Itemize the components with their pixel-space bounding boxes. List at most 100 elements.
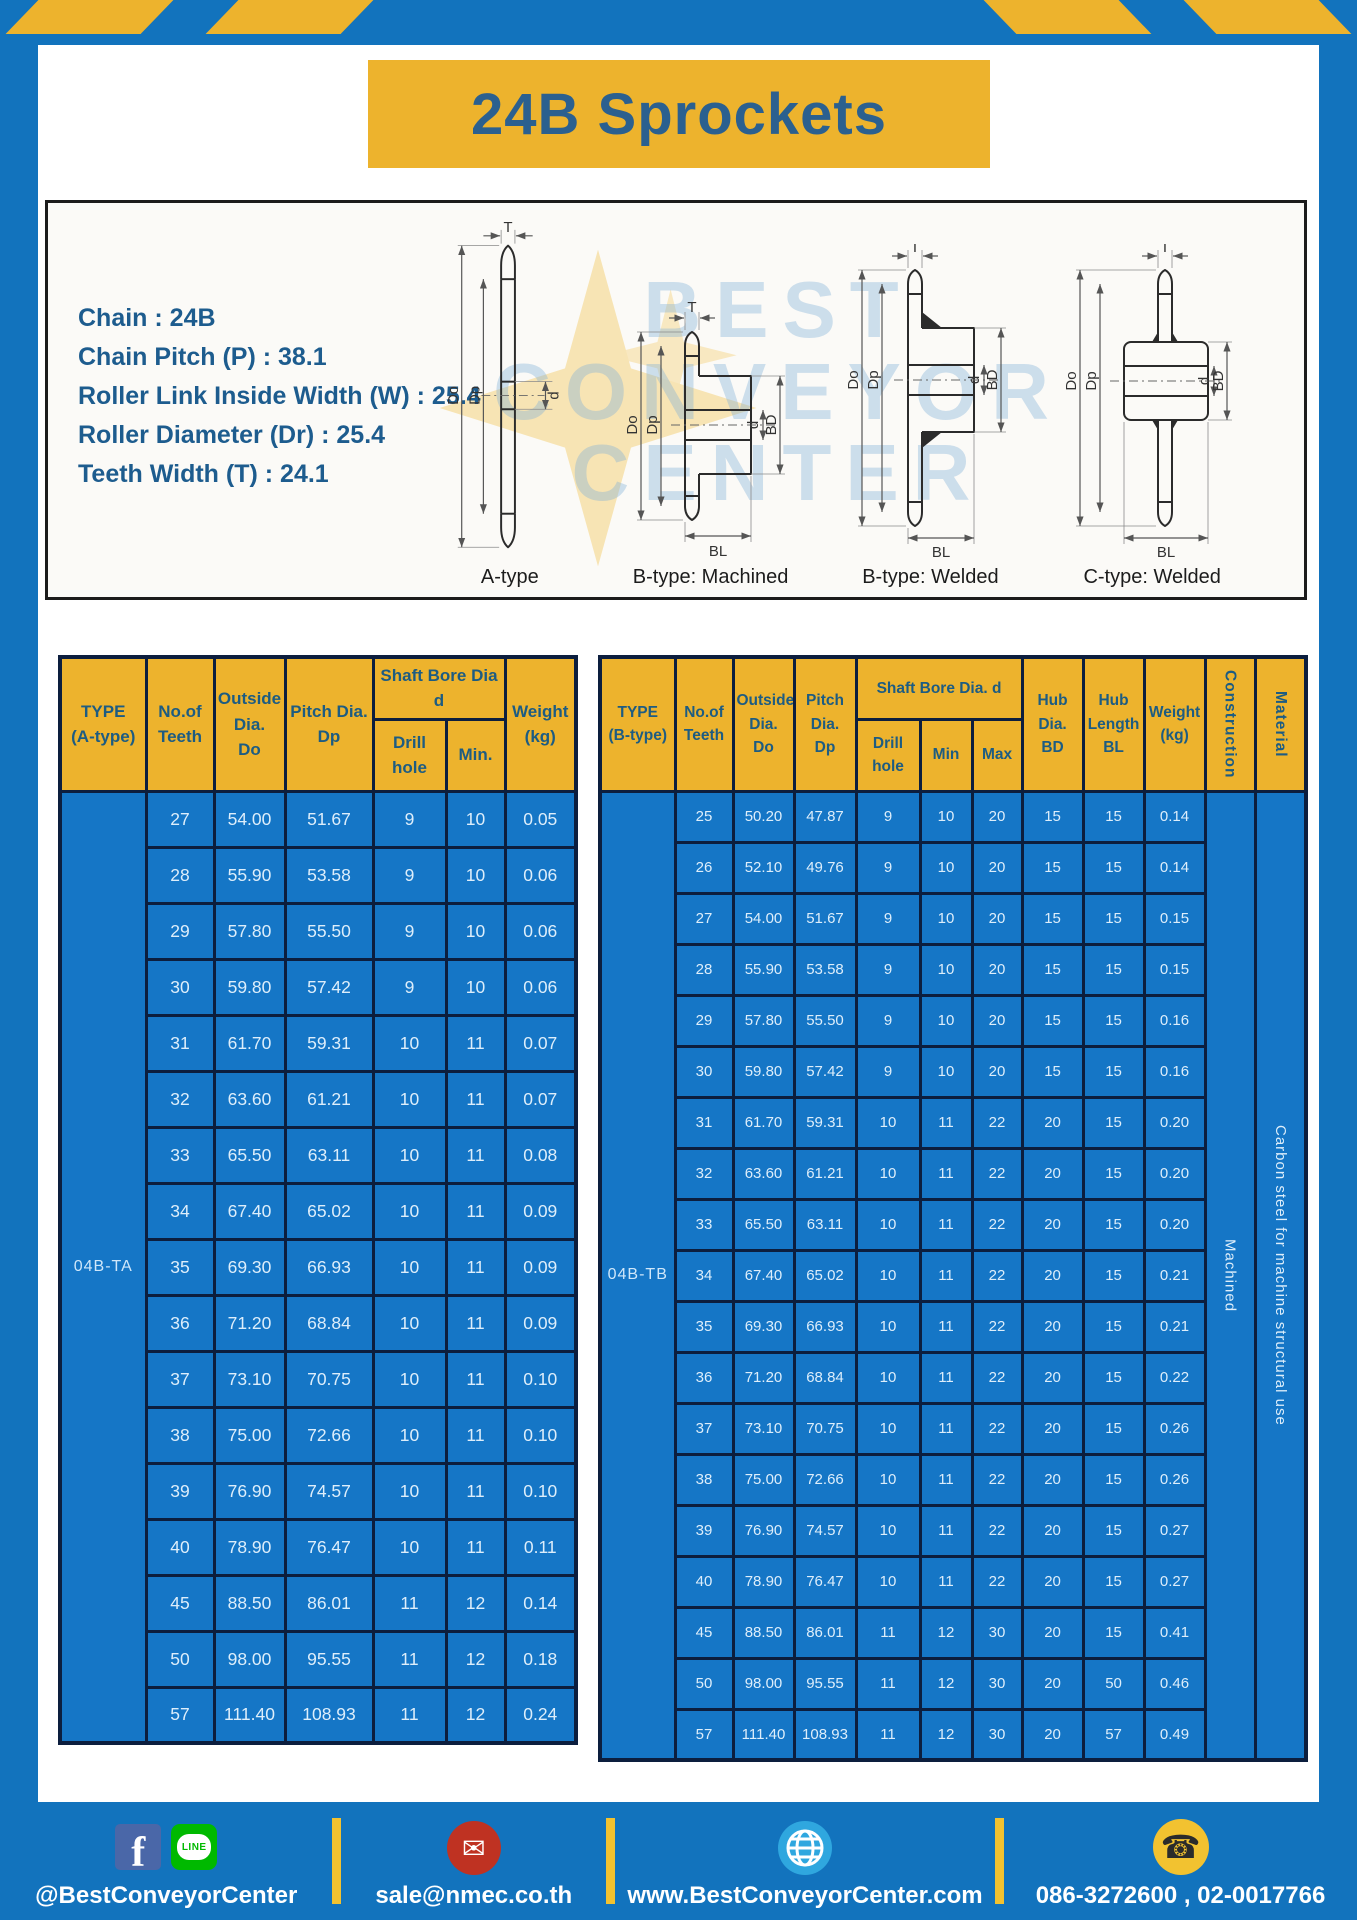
data-cell: 0.06	[503, 845, 578, 905]
data-cell: 12	[444, 1685, 507, 1745]
watermark-text: BEST CONVEYOR CENTER	[468, 269, 1088, 514]
data-cell: 0.16	[1142, 993, 1207, 1048]
data-cell: 50	[144, 1629, 216, 1689]
data-cell: 12	[918, 1656, 974, 1711]
data-cell: 37	[673, 1401, 735, 1456]
data-cell: 22	[970, 1248, 1024, 1303]
data-cell: 10	[444, 845, 507, 905]
data-cell: 67.40	[212, 1181, 287, 1241]
data-cell: 10	[918, 840, 974, 895]
data-cell: 0.15	[1142, 942, 1207, 997]
svg-text:Dp: Dp	[1083, 371, 1100, 390]
col-header-type-b: TYPE (B-type)	[598, 655, 677, 793]
line-bubble-label: LINE	[177, 1834, 212, 1860]
data-cell: 36	[673, 1350, 735, 1405]
type-cell: 04B-TB	[598, 789, 677, 1762]
data-cell: 11	[918, 1197, 974, 1252]
table-row: 35 69.30 66.93 10 11 22 20 15 0.21	[600, 1299, 1306, 1354]
data-cell: 61.21	[283, 1069, 375, 1129]
data-cell: 0.24	[503, 1685, 578, 1745]
data-cell: 53.58	[283, 845, 375, 905]
data-cell: 0.21	[1142, 1299, 1207, 1354]
data-cell: 22	[970, 1197, 1024, 1252]
figure-a-type: T Do Dp d A-type	[445, 222, 575, 589]
spec-roller-diameter: Roller Diameter (Dr) : 25.4	[78, 421, 386, 449]
data-cell: 69.30	[212, 1237, 287, 1297]
svg-text:Dp: Dp	[467, 386, 483, 405]
data-cell: 50	[673, 1656, 735, 1711]
data-cell: 10	[854, 1299, 922, 1354]
table-row: 37 73.10 70.75 10 11 0.10	[60, 1349, 578, 1409]
c-type-welded-caption: C-type: Welded	[1083, 566, 1221, 588]
table-row: 40 78.90 76.47 10 11 0.11	[60, 1517, 578, 1577]
data-cell: 25	[673, 789, 735, 844]
data-cell: 9	[854, 1044, 922, 1099]
b-type-welded-caption: B-type: Welded	[862, 566, 999, 588]
data-cell: 10	[444, 901, 507, 961]
table-row: 36 71.20 68.84 10 11 0.09	[60, 1293, 578, 1353]
data-cell: 55.90	[731, 942, 796, 997]
data-cell: 86.01	[792, 1605, 858, 1660]
svg-text:T: T	[911, 244, 920, 256]
data-cell: 59.80	[212, 957, 287, 1017]
data-cell: 22	[970, 1095, 1024, 1150]
table-row: 39 76.90 74.57 10 11 22 20 15 0.27	[600, 1503, 1306, 1558]
phone-icon: ☎	[1152, 1819, 1209, 1875]
data-cell: 15	[1081, 1503, 1146, 1558]
data-cell: 98.00	[212, 1629, 287, 1689]
b-type-table: TYPE (B-type) No.of Teeth Outside Dia. D…	[598, 655, 1309, 1762]
data-cell: 95.55	[283, 1629, 375, 1689]
col-header-construction: Construction	[1203, 655, 1257, 793]
data-cell: 11	[444, 1517, 507, 1577]
data-cell: 22	[970, 1146, 1024, 1201]
data-cell: 11	[444, 1125, 507, 1185]
footer-website-section: www.BestConveyorCenter.com	[615, 1802, 995, 1920]
type-cell: 04B-TA	[58, 789, 148, 1745]
table-row: 45 88.50 86.01 11 12 0.14	[60, 1573, 578, 1633]
data-cell: 61.70	[212, 1013, 287, 1073]
facebook-icon: f	[115, 1824, 162, 1870]
data-cell: 11	[444, 1405, 507, 1465]
data-cell: 10	[371, 1125, 448, 1185]
data-cell: 35	[144, 1237, 216, 1297]
svg-text:BL: BL	[932, 544, 950, 561]
email-text: sale@nmec.co.th	[375, 1882, 573, 1909]
title-banner: 24B Sprockets	[368, 60, 990, 168]
data-cell: 11	[918, 1554, 974, 1609]
data-cell: 0.14	[1142, 789, 1207, 844]
data-cell: 0.06	[503, 957, 578, 1017]
decorative-stripe	[1183, 0, 1352, 34]
data-cell: 15	[1020, 789, 1085, 844]
data-cell: 108.93	[283, 1685, 375, 1745]
data-cell: 22	[970, 1299, 1024, 1354]
data-cell: 32	[144, 1069, 216, 1129]
table-row: 31 61.70 59.31 10 11 22 20 15 0.20	[600, 1095, 1306, 1150]
data-cell: 36	[144, 1293, 216, 1353]
data-cell: 0.10	[503, 1461, 578, 1521]
data-cell: 65.02	[792, 1248, 858, 1303]
data-cell: 20	[1020, 1401, 1085, 1456]
data-cell: 0.05	[503, 789, 578, 849]
b-type-welded-drawing: T Do Dp d	[846, 244, 1007, 561]
footer-divider	[995, 1818, 1005, 1904]
data-cell: 15	[1081, 1452, 1146, 1507]
data-cell: 30	[970, 1656, 1024, 1711]
col-header-pitch-dia: Pitch Dia. Dp	[792, 655, 858, 793]
data-cell: 53.58	[792, 942, 858, 997]
b-table-body: 04B-TB 25 50.20 47.87 9 10 20 15 15 0.14 Machined C…	[598, 789, 1308, 1762]
decorative-stripe	[983, 0, 1152, 34]
data-cell: 11	[918, 1452, 974, 1507]
table-row: 39 76.90 74.57 10 11 0.10	[60, 1461, 578, 1521]
data-cell: 111.40	[212, 1685, 287, 1745]
col-header-weight: Weight (kg)	[1142, 655, 1207, 793]
data-cell: 11	[918, 1248, 974, 1303]
data-cell: 15	[1020, 891, 1085, 946]
data-cell: 0.10	[503, 1349, 578, 1409]
data-cell: 0.20	[1142, 1146, 1207, 1201]
data-cell: 74.57	[792, 1503, 858, 1558]
svg-text:Do: Do	[846, 370, 862, 389]
data-cell: 68.84	[792, 1350, 858, 1405]
social-handle: @BestConveyorCenter	[35, 1882, 298, 1909]
a-table-body: 04B-TA 27 54.00 51.67 9 10 0.05 28 55.90 53.58 9 10…	[58, 789, 578, 1745]
diagram-panel: BEST CONVEYOR CENTER Chain : 24B Chain P…	[45, 200, 1307, 600]
